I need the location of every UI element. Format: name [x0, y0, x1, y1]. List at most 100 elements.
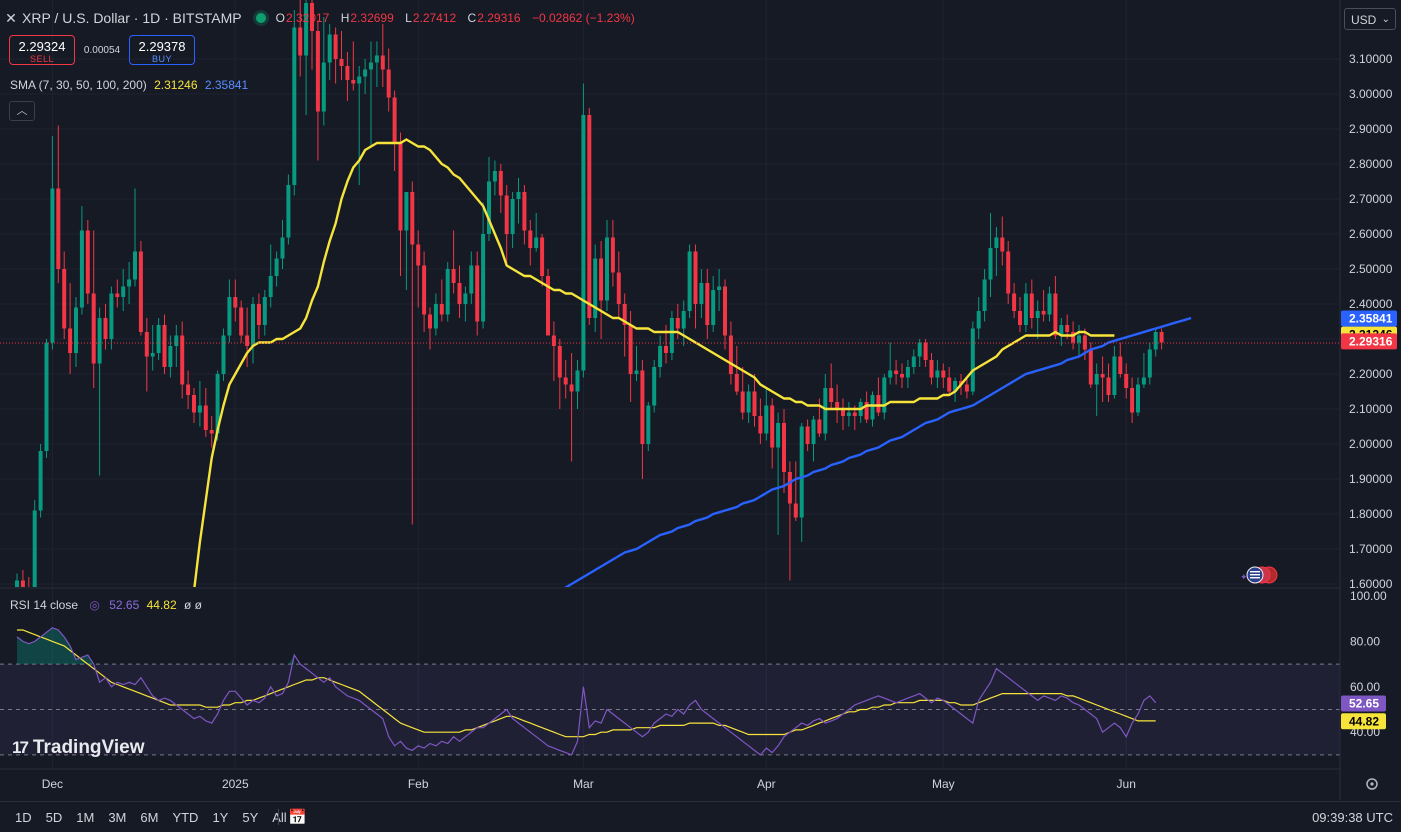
candle-body	[138, 251, 143, 332]
range-1y[interactable]: 1Y	[212, 809, 229, 825]
candle-body	[970, 328, 975, 392]
candle-body	[776, 423, 781, 448]
settings-gear-icon[interactable]	[1366, 778, 1378, 790]
range-5d[interactable]: 5D	[45, 809, 63, 825]
candle-body	[1059, 325, 1064, 336]
range-3m[interactable]: 3M	[108, 809, 127, 825]
time-tick-label: Dec	[42, 777, 63, 791]
candle-body	[1047, 293, 1052, 315]
candle-body	[504, 195, 509, 234]
candle-body	[38, 451, 43, 511]
sma-30-line	[193, 138, 1115, 587]
close-label: C	[467, 11, 477, 25]
calendar-icon[interactable]: 📅	[288, 809, 307, 826]
svg-text:✦: ✦	[1240, 572, 1248, 582]
candle-body	[1141, 377, 1146, 385]
candle-body	[233, 297, 238, 308]
candle-body	[416, 244, 421, 266]
time-axis[interactable]: Dec 2025 Feb Mar Apr May Jun	[42, 777, 1136, 791]
rsi-tick-label: 80.00	[1350, 634, 1380, 648]
candle-body	[1012, 293, 1017, 311]
candle-body	[1041, 311, 1046, 315]
price-tick-label: 2.40000	[1349, 297, 1393, 311]
candle-body	[1153, 332, 1158, 350]
candle-body	[782, 423, 786, 472]
candle-body	[835, 402, 840, 409]
candle-body	[605, 237, 609, 301]
candle-body	[44, 342, 49, 451]
range-all[interactable]: All	[272, 809, 287, 825]
candle-body	[976, 311, 981, 329]
candle-body	[1136, 384, 1140, 413]
range-6m[interactable]: 6M	[140, 809, 159, 825]
candle-body	[811, 419, 816, 444]
price-tick-label: 2.00000	[1349, 437, 1393, 451]
price-tag-text: 2.35841	[1349, 312, 1393, 326]
high-value: 2.32699	[350, 11, 394, 25]
candle-body	[622, 304, 627, 325]
range-1d[interactable]: 1D	[15, 809, 32, 825]
candle-body	[1029, 293, 1034, 318]
rsi-legend[interactable]: RSI 14 close ◎ 52.65 44.82 ø ø	[10, 598, 202, 612]
rsi-extra-values: ø ø	[183, 598, 202, 612]
rsi-overbought-fill	[17, 627, 295, 665]
candle-body	[492, 171, 497, 182]
candle-body	[32, 510, 37, 587]
candle-body	[127, 279, 132, 287]
candle-body	[888, 370, 893, 378]
candle-body	[693, 251, 698, 304]
sma-value-slow: 2.35841	[204, 78, 249, 92]
utc-clock[interactable]: 09:39:38 UTC	[1312, 810, 1393, 825]
candle-body	[392, 97, 397, 143]
candlestick-series	[15, 0, 1164, 587]
tradingview-logo[interactable]: 17 TradingView	[12, 737, 145, 759]
candle-body	[522, 192, 527, 231]
buy-price: 2.29378	[138, 39, 186, 54]
candle-body	[1000, 237, 1005, 252]
candle-body	[728, 335, 733, 374]
price-tick-label: 2.60000	[1349, 227, 1393, 241]
candle-body	[457, 283, 462, 304]
candle-body	[103, 318, 108, 339]
candle-body	[62, 269, 67, 329]
rsi-band-fill	[0, 664, 1340, 755]
candle-body	[646, 405, 651, 444]
buy-button[interactable]: 2.29378 BUY	[129, 35, 195, 65]
candle-body	[410, 192, 415, 245]
sell-button[interactable]: 2.29324 SELL	[9, 35, 75, 65]
price-tick-label: 2.70000	[1349, 192, 1393, 206]
candle-body	[516, 192, 521, 199]
candle-body	[91, 293, 96, 364]
candle-body	[351, 80, 356, 84]
chevron-up-icon[interactable]: ︿	[9, 101, 35, 121]
range-5y[interactable]: 5Y	[242, 809, 259, 825]
candle-body	[823, 388, 828, 434]
range-ytd[interactable]: YTD	[172, 809, 199, 825]
price-tick-label: 1.70000	[1349, 542, 1393, 556]
candle-body	[599, 258, 604, 301]
us-flag-events-icon[interactable]: ✦	[1240, 566, 1278, 584]
candle-body	[162, 325, 167, 367]
candle-body	[805, 426, 810, 444]
range-1m[interactable]: 1M	[76, 809, 95, 825]
sma-legend[interactable]: SMA (7, 30, 50, 100, 200) 2.31246 2.3584…	[10, 78, 248, 92]
sell-price: 2.29324	[18, 39, 66, 54]
rsi-line	[16, 627, 1157, 756]
candle-body	[717, 286, 722, 290]
symbol-title[interactable]: XRP / U.S. Dollar · 1D · BITSTAMP	[22, 10, 242, 26]
candle-body	[262, 297, 267, 325]
close-icon[interactable]: ✕	[5, 9, 17, 26]
rsi-value-labels: 52.65 44.82	[1341, 695, 1386, 730]
indicator-settings-icon[interactable]: ◎	[89, 598, 100, 612]
candle-body	[1082, 335, 1087, 350]
candle-body	[79, 230, 84, 308]
currency-select[interactable]: USD ⌄	[1344, 8, 1396, 30]
candle-body	[298, 27, 303, 56]
candle-body	[150, 353, 155, 357]
candle-body	[711, 290, 716, 325]
candle-body	[546, 276, 550, 336]
candle-body	[256, 304, 261, 325]
rsi-pane-background	[0, 663, 1340, 756]
